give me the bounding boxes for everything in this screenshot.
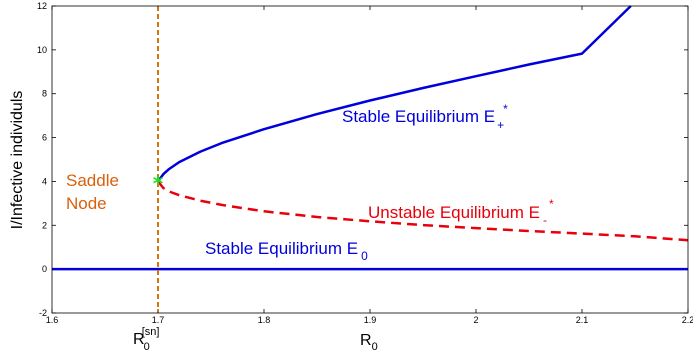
x-tick-label: 1.9 (364, 315, 377, 325)
x-tick-label: 1.7 (152, 315, 165, 325)
y-tick-label: 6 (42, 133, 47, 143)
plot-background (52, 6, 688, 313)
y-tick-label: 4 (42, 176, 47, 186)
x-tick-label: 1.8 (258, 315, 271, 325)
series-line-0 (156, 5, 632, 183)
series-line-1 (157, 180, 689, 242)
x-tick-label: 2 (473, 315, 478, 325)
x-tick-label: 2.1 (576, 315, 589, 325)
saddle-label-line1: Saddle (66, 171, 119, 190)
saddle-node-marker: * (153, 171, 164, 195)
y-tick-label: 8 (42, 89, 47, 99)
series-layer (52, 5, 689, 271)
y-tick-label: -2 (39, 308, 47, 318)
saddle-label-line2: Node (66, 194, 107, 213)
annotation-stable-plus: Stable Equilibrium E +* (342, 102, 508, 132)
y-tick-label: 0 (42, 264, 47, 274)
annotation-unstable-minus: Unstable Equilibrium E -* (368, 197, 554, 227)
x-tick-label: 1.6 (46, 315, 59, 325)
y-tick-label: 12 (37, 1, 47, 11)
y-axis-label: I/Infective individuls (9, 91, 26, 230)
threshold-label: R0[sn] (133, 326, 159, 353)
plot-frame (51, 5, 689, 314)
x-axis-label: R0 (360, 332, 378, 353)
y-tick-label: 10 (37, 45, 47, 55)
y-tick-label: 2 (42, 220, 47, 230)
ticks-layer: 1.6 1.7 1.8 1.9 2 2.1 2.2 -2 0 2 4 6 8 10 12 (37, 1, 693, 325)
x-tick-label: 2.2 (682, 315, 693, 325)
